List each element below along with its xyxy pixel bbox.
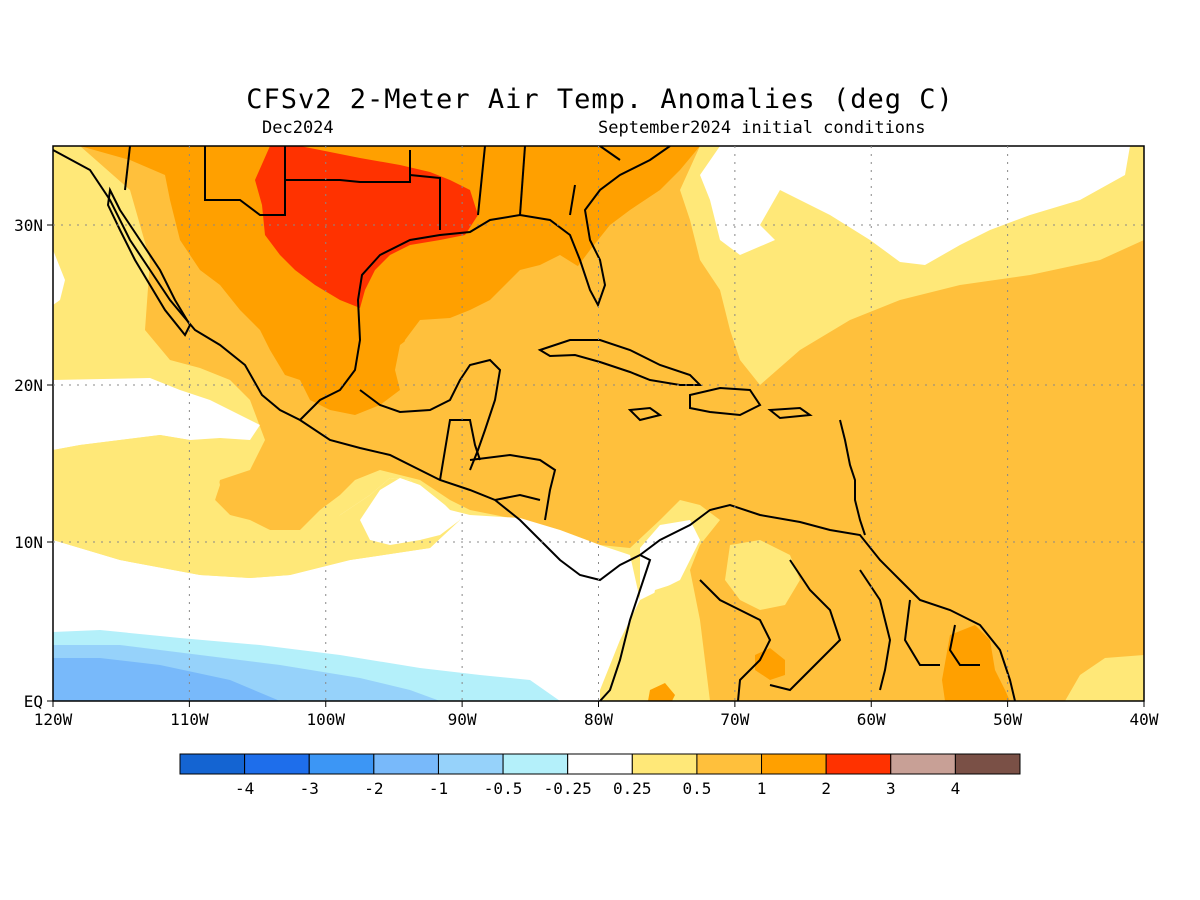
colorbar-label: -3 xyxy=(300,779,319,798)
init-conditions-label: September2024 initial conditions xyxy=(598,118,926,138)
lon-label: 60W xyxy=(857,710,886,729)
colorbar-swatch xyxy=(373,753,439,775)
graticule xyxy=(53,146,1144,701)
anomaly-band-1-2-peru xyxy=(648,683,675,701)
anomaly-band-0.5-1-gulf xyxy=(400,255,600,385)
colorbar-label: -0.25 xyxy=(544,779,592,798)
colorbar-label: -1 xyxy=(429,779,448,798)
colorbar-swatch xyxy=(179,753,246,775)
anomaly-band-near-zero-atlantic xyxy=(700,146,1130,265)
anomaly-band-0.25-0.5-venezuela xyxy=(725,540,800,610)
lon-label: 110W xyxy=(170,710,209,729)
coastlines xyxy=(53,146,1016,701)
lon-label: 40W xyxy=(1130,710,1159,729)
lat-label: 20N xyxy=(14,376,43,395)
colorbar-swatch xyxy=(631,753,698,775)
anomaly-band-1-2-guiana xyxy=(942,625,1010,701)
colorbar: -4 -3 -2 -1 -0.5 -0.25 0.25 0.5 1 2 3 4 xyxy=(179,753,1021,798)
colorbar-swatch xyxy=(890,753,956,775)
anomaly-band-0.25-0.5-southeast xyxy=(1065,655,1144,701)
colorbar-label: -0.5 xyxy=(484,779,523,798)
colorbar-swatch xyxy=(696,753,763,775)
colorbar-swatch xyxy=(761,753,827,775)
lat-label: 30N xyxy=(14,216,43,235)
anomaly-band-2-3 xyxy=(255,146,478,308)
colorbar-swatch xyxy=(437,753,504,775)
colorbar-swatch xyxy=(308,753,375,775)
colorbar-swatch xyxy=(567,753,633,775)
lat-label: 10N xyxy=(14,533,43,552)
colorbar-label: 0.5 xyxy=(682,779,711,798)
colorbar-label: 1 xyxy=(757,779,767,798)
lon-label: 100W xyxy=(306,710,345,729)
lon-label: 70W xyxy=(720,710,749,729)
colorbar-label: 2 xyxy=(821,779,831,798)
colorbar-label: 4 xyxy=(951,779,961,798)
lat-label: EQ xyxy=(24,692,43,711)
axis-labels: 120W 110W 100W 90W 80W 70W 60W 50W 40W 30N 20N 10N E… xyxy=(14,216,1159,729)
anomaly-band-near-zero-pacific xyxy=(53,250,640,701)
colorbar-swatch xyxy=(825,753,892,775)
colorbar-label: -2 xyxy=(364,779,383,798)
colorbar-label: 0.25 xyxy=(613,779,652,798)
anomaly-band-near-zero-colombia xyxy=(640,520,700,600)
map-title: CFSv2 2-Meter Air Temp. Anomalies (deg C… xyxy=(246,84,954,115)
anomaly-band-0.25-0.5-colombia-west xyxy=(650,582,690,625)
lon-label: 90W xyxy=(448,710,477,729)
colorbar-label: 3 xyxy=(886,779,896,798)
anomaly-band-cool-1 xyxy=(53,658,280,701)
lon-label: 120W xyxy=(34,710,73,729)
colorbar-label: -4 xyxy=(235,779,254,798)
lon-label: 50W xyxy=(993,710,1022,729)
colorbar-swatch xyxy=(954,753,1021,775)
lon-label: 80W xyxy=(584,710,613,729)
colorbar-swatch xyxy=(502,753,569,775)
anomaly-band-near-zero-central xyxy=(360,478,460,545)
anomaly-band-1-2 xyxy=(80,146,700,415)
valid-month-label: Dec2024 xyxy=(262,118,334,138)
anomaly-field xyxy=(53,146,1144,701)
colorbar-swatch xyxy=(244,753,310,775)
